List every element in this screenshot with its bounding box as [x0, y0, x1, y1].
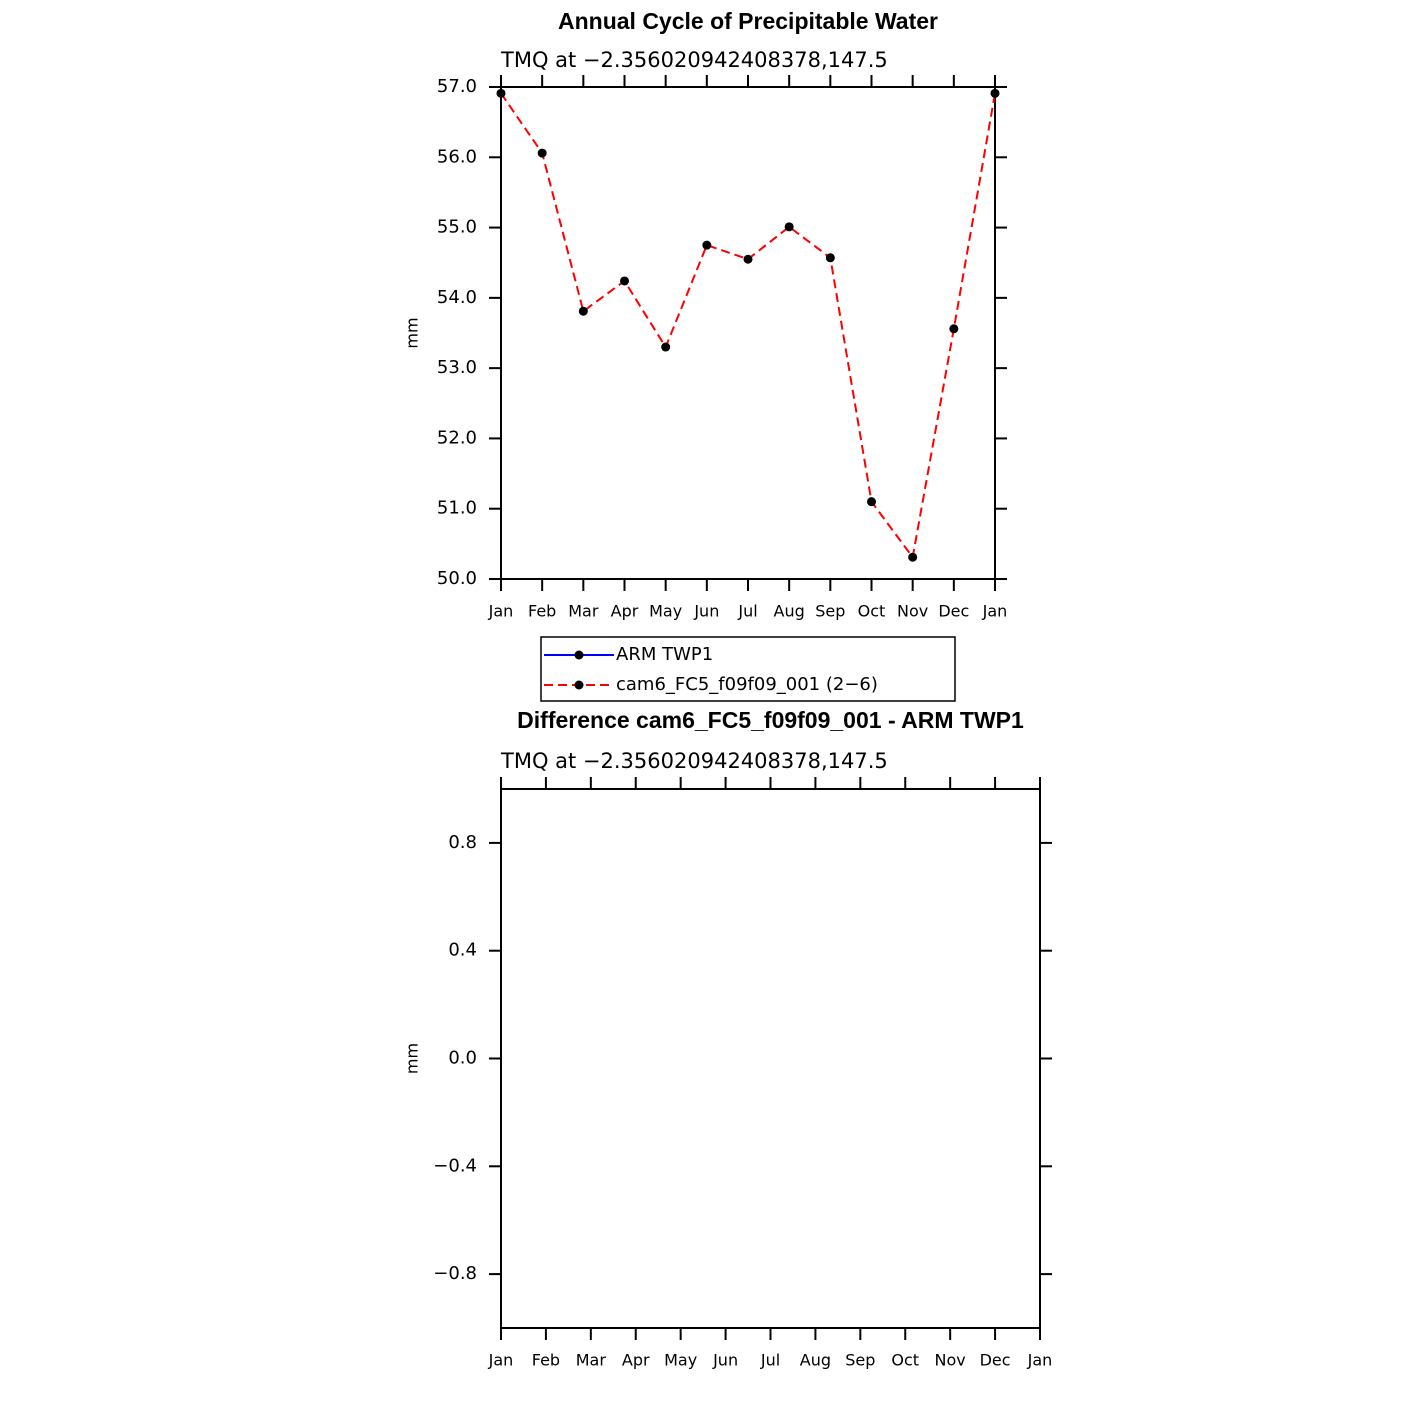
x-tick-label: Feb	[528, 602, 556, 621]
chart-title: Annual Cycle of Precipitable Water	[558, 8, 938, 34]
x-tick-label: Apr	[622, 1351, 650, 1370]
x-tick-label: Jan	[982, 602, 1008, 621]
legend-box	[540, 636, 956, 702]
y-tick-label: 53.0	[437, 357, 477, 378]
data-point	[620, 276, 629, 286]
y-tick-label: 0.4	[448, 940, 477, 961]
x-tick-label: Feb	[532, 1351, 560, 1370]
legend-marker	[574, 680, 584, 690]
y-tick-label: 54.0	[437, 287, 477, 308]
data-point	[743, 254, 753, 264]
x-tick-label: Sep	[815, 602, 845, 621]
y-tick-label: 52.0	[437, 427, 477, 448]
x-tick-label: Jan	[1027, 1351, 1053, 1370]
x-tick-label: Jul	[760, 1351, 780, 1370]
x-tick-label: May	[664, 1351, 697, 1370]
y-axis-label: mm	[403, 317, 422, 348]
chart-title: Difference cam6_FC5_f09f09_001 - ARM TWP…	[517, 707, 1024, 733]
y-tick-label: −0.8	[433, 1263, 477, 1284]
chart-subtitle: TMQ at −2.356020942408378,147.5	[500, 749, 888, 773]
x-tick-label: Jan	[488, 602, 514, 621]
x-tick-label: Jul	[737, 602, 757, 621]
data-point	[578, 306, 588, 316]
x-tick-label: Sep	[845, 1351, 875, 1370]
data-point	[825, 253, 835, 263]
x-tick-label: Apr	[611, 602, 639, 621]
x-tick-label: Nov	[935, 1351, 966, 1370]
x-tick-label: Jan	[488, 1351, 514, 1370]
data-point	[908, 552, 918, 562]
x-tick-label: Jun	[712, 1351, 738, 1370]
data-point	[784, 222, 794, 232]
data-point	[496, 88, 506, 98]
x-tick-label: Mar	[568, 602, 599, 621]
legend-marker	[574, 650, 584, 660]
x-tick-label: Aug	[800, 1351, 831, 1370]
x-tick-label: May	[649, 602, 682, 621]
y-tick-label: 56.0	[437, 146, 477, 167]
legend-label: ARM TWP1	[616, 644, 713, 665]
x-tick-label: Oct	[891, 1351, 919, 1370]
y-tick-label: 50.0	[437, 568, 477, 589]
x-tick-label: Mar	[576, 1351, 607, 1370]
data-point	[661, 342, 671, 352]
y-tick-label: 55.0	[437, 217, 477, 238]
data-point	[702, 240, 712, 250]
plot-frame	[500, 86, 996, 580]
y-tick-label: 0.8	[448, 832, 477, 853]
y-tick-label: 57.0	[437, 76, 477, 97]
legend-label: cam6_FC5_f09f09_001 (2−6)	[616, 674, 878, 695]
x-tick-label: Dec	[938, 602, 969, 621]
chart-subtitle: TMQ at −2.356020942408378,147.5	[500, 48, 888, 72]
data-point	[990, 88, 1000, 98]
x-tick-label: Aug	[774, 602, 805, 621]
y-tick-label: −0.4	[433, 1155, 477, 1176]
x-tick-label: Oct	[858, 602, 886, 621]
x-tick-label: Dec	[980, 1351, 1011, 1370]
plot-frame	[500, 788, 1041, 1329]
data-point	[867, 497, 876, 507]
x-tick-label: Jun	[693, 602, 719, 621]
series-line	[500, 92, 996, 560]
y-tick-label: 0.0	[448, 1048, 477, 1069]
data-point	[949, 324, 959, 334]
data-point	[537, 148, 547, 158]
x-tick-label: Nov	[897, 602, 928, 621]
y-tick-label: 51.0	[437, 498, 477, 519]
y-axis-label: mm	[403, 1043, 422, 1074]
